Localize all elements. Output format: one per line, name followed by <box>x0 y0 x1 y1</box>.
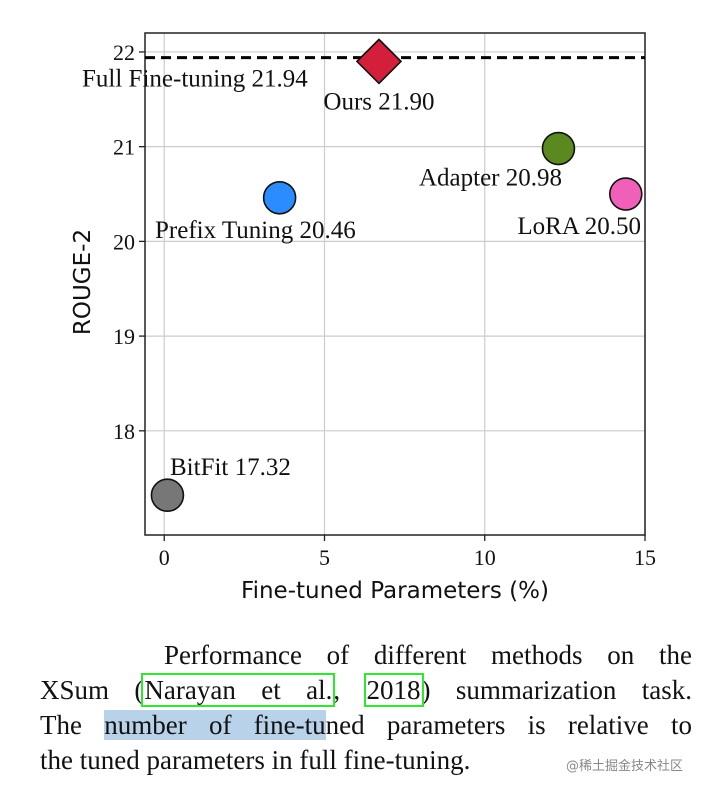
y-axis-label: ROUGE-2 <box>70 229 96 335</box>
text-selection-highlight: number of fine-tu <box>104 710 326 740</box>
prefix-label: Prefix Tuning 20.46 <box>155 217 356 244</box>
caption-text: ned parameters is relative to <box>325 710 693 740</box>
caption-line-2: XSum (Narayan et al., 2018) summarizatio… <box>40 673 692 708</box>
adapter-point <box>541 131 576 166</box>
full-finetuning-label: Full Fine-tuning 21.94 <box>82 66 308 93</box>
ours-label: Ours 21.90 <box>323 88 434 115</box>
prefix-point <box>262 181 297 215</box>
x-tick-label: 0 <box>159 545 170 570</box>
x-tick-label: 10 <box>474 545 496 570</box>
data-points <box>150 38 643 513</box>
watermark: @稀土掘金技术社区 <box>566 759 684 774</box>
axes <box>144 32 646 536</box>
figure-caption: Performance of different methods on the … <box>40 638 692 778</box>
x-tick-label: 5 <box>319 545 330 570</box>
caption-text: The <box>40 710 105 740</box>
y-tick-label: 22 <box>113 40 135 65</box>
plot-frame <box>144 32 646 536</box>
point-labels: Ours 21.90 Adapter 20.98 Prefix Tuning 20.… <box>82 66 641 482</box>
caption-text: XSum ( <box>40 675 144 705</box>
caption-line-3: The number of fine-tuned parameters is r… <box>40 708 692 743</box>
caption-text: ) summarization task. <box>421 675 692 705</box>
bitfit-point <box>150 478 185 513</box>
citation-year-link[interactable]: 2018 <box>363 673 424 707</box>
scatter-chart: 0 5 10 15 18 19 20 21 22 Ours 21.90 Adapter 20.98… <box>70 32 656 604</box>
lora-point <box>608 177 643 211</box>
x-tick-label: 15 <box>634 545 656 570</box>
y-tick-label: 20 <box>113 229 135 254</box>
caption-text: , <box>333 675 366 705</box>
caption-line-4: the tuned parameters in full fine-tuning… <box>40 745 471 775</box>
lora-label: LoRA 20.50 <box>517 213 641 240</box>
tick-labels: 0 5 10 15 18 19 20 21 22 <box>113 40 656 570</box>
y-tick-label: 18 <box>113 419 135 444</box>
y-tick-label: 19 <box>113 324 135 349</box>
x-axis-label: Fine-tuned Parameters (%) <box>241 578 549 604</box>
caption-line-1: Performance of different methods on the <box>164 640 692 670</box>
y-tick-label: 21 <box>113 135 135 160</box>
bitfit-label: BitFit 17.32 <box>170 454 291 481</box>
adapter-label: Adapter 20.98 <box>419 165 562 192</box>
ours-point <box>355 38 403 85</box>
citation-author-link[interactable]: Narayan et al. <box>141 673 336 707</box>
